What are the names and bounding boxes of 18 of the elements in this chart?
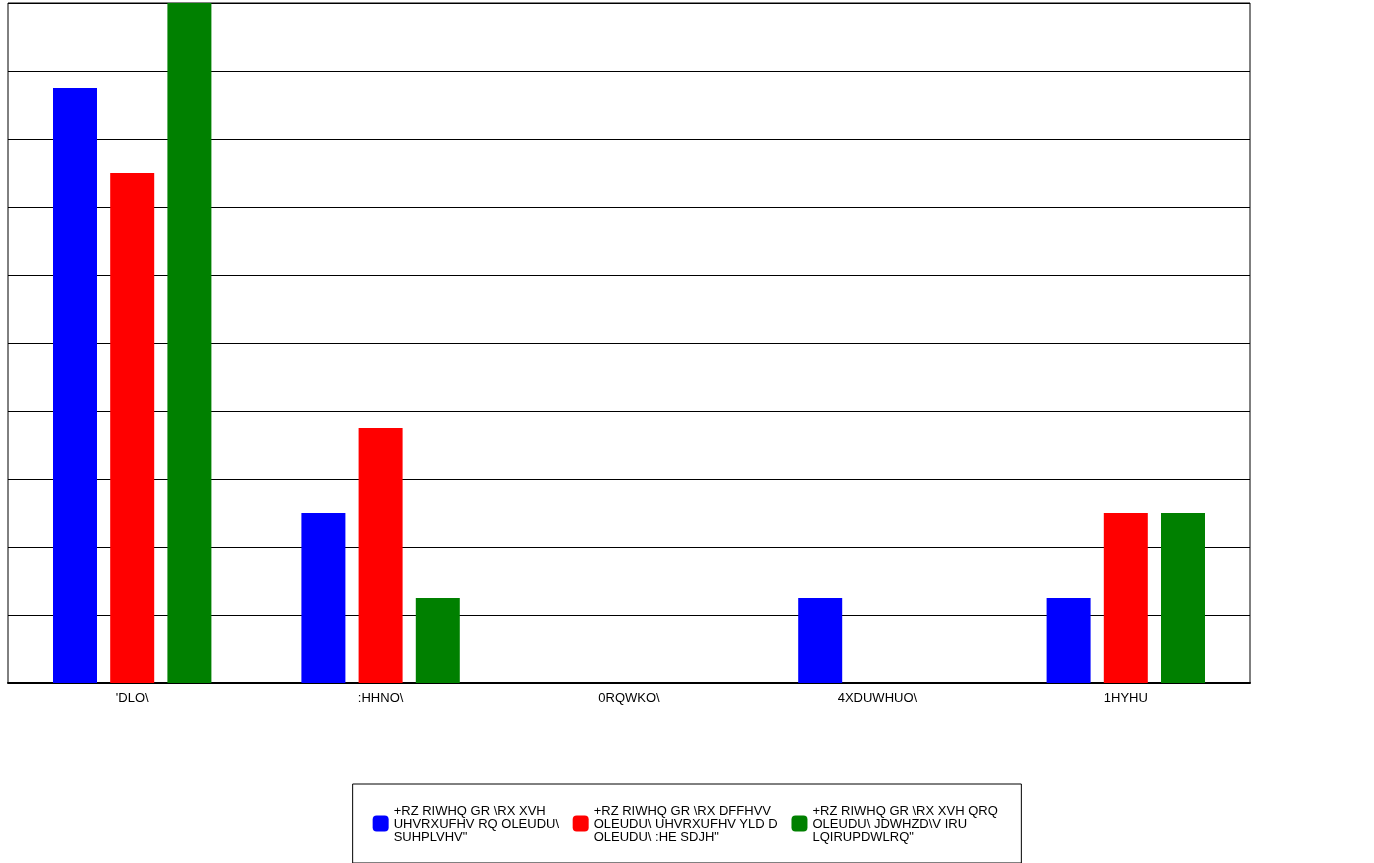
bar — [1103, 513, 1148, 683]
bar — [53, 88, 97, 683]
bar — [167, 3, 212, 683]
bar — [110, 173, 155, 683]
x-tick-label: :HHNO\ — [357, 690, 404, 705]
x-tick-label: 0RQWKO\ — [598, 690, 661, 705]
bar — [798, 598, 843, 683]
legend-label: +RZ RIWHQ GR \RX XVH UHVRXUFHV RQ OLEUDU\ SUHPLVHV" — [393, 803, 563, 844]
x-tick-label: 'DLO\ — [115, 690, 149, 705]
bar — [358, 428, 403, 683]
bar — [1046, 598, 1091, 683]
bar — [301, 513, 346, 683]
x-tick-label: 4XDUWHUO\ — [837, 690, 918, 705]
legend-label: +RZ RIWHQ GR \RX DFFHVV OLEUDU\ UHVRXUFHV YLD D OLEUDU\ :HE SDJH" — [593, 803, 782, 844]
bar — [1161, 513, 1205, 683]
legend-label: +RZ RIWHQ GR \RX XVH QRQ OLEUDU\ JDWHZD\V IRU LQIRUPDWLRQ" — [812, 803, 1002, 844]
x-tick-label: 1HYHU — [1103, 690, 1148, 705]
bar — [415, 598, 460, 683]
